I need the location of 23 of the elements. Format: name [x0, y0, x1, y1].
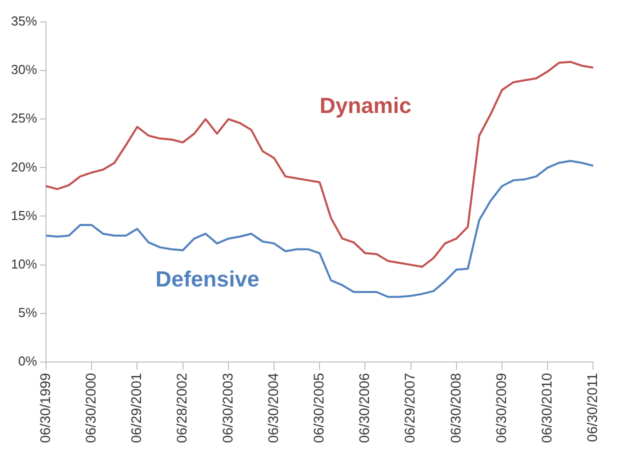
text: Dynamic	[320, 93, 412, 118]
x-tick-label: 06/30/2006	[356, 372, 372, 444]
x-tick-label: 06/29/2007	[402, 372, 418, 444]
x-tick-label: 06/30/2005	[310, 372, 326, 444]
x-tick-label: 06/30/2008	[447, 372, 464, 444]
x-tick-label: 06/30/2003	[219, 372, 236, 444]
y-tick-label: 35%	[10, 14, 38, 29]
x-tick-label: 06/30/2000	[82, 372, 98, 444]
x-tick-label: 06/30/2011	[584, 372, 600, 442]
y-tick-label: 0%	[18, 354, 38, 369]
y-tick-label: 15%	[10, 208, 38, 223]
x-tick-label: 06/28/2002	[174, 372, 190, 444]
y-tick-label: 10%	[10, 256, 38, 272]
x-tick-label: 06/30/2009	[492, 372, 509, 444]
y-tick-label: 25%	[10, 110, 38, 126]
y-tick-label: 20%	[10, 159, 38, 174]
series-label: Defensive	[155, 266, 260, 292]
x-tick-label: 06/30/1999	[36, 372, 53, 444]
x-tick-label: 06/29/2001	[128, 372, 144, 444]
y-tick-label: 5%	[18, 304, 38, 320]
x-tick-label: 06/30/2010	[538, 372, 554, 444]
y-tick-label: 30%	[10, 62, 38, 78]
x-tick-label: 06/30/2004	[264, 372, 281, 444]
